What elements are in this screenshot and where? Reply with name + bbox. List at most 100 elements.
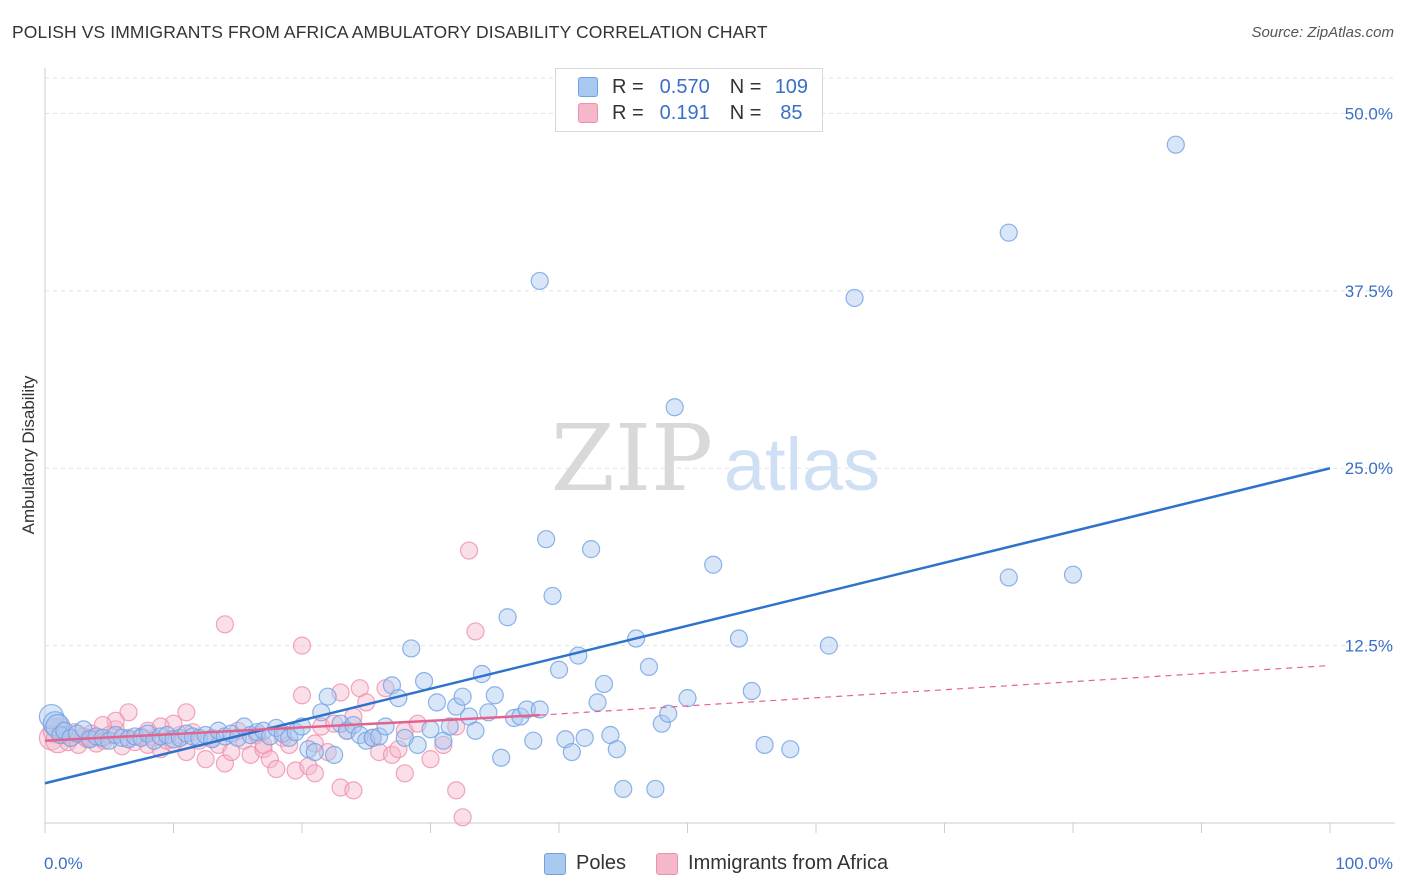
point-poles bbox=[999, 568, 1018, 587]
point-africa bbox=[434, 735, 453, 755]
trend-line-africa-projected bbox=[539, 664, 1331, 716]
points-layer bbox=[38, 135, 1185, 827]
point-africa bbox=[421, 750, 440, 769]
point-poles bbox=[376, 717, 395, 736]
point-poles bbox=[530, 700, 549, 719]
point-africa bbox=[292, 686, 312, 705]
watermark-zip: ZIP bbox=[551, 405, 713, 512]
point-poles bbox=[530, 271, 549, 291]
legend-r-value: 0.191 bbox=[659, 101, 710, 124]
point-poles bbox=[614, 779, 633, 799]
point-poles bbox=[646, 779, 665, 799]
point-africa bbox=[344, 781, 363, 800]
point-africa bbox=[459, 541, 479, 560]
point-poles bbox=[466, 721, 485, 740]
point-poles bbox=[370, 727, 389, 746]
point-africa bbox=[395, 764, 414, 783]
point-poles bbox=[524, 731, 543, 750]
y-tick-label: 37.5% bbox=[1345, 282, 1393, 301]
point-poles bbox=[582, 540, 601, 559]
point-poles bbox=[781, 740, 800, 759]
point-poles bbox=[543, 586, 562, 606]
trend-line-africa bbox=[44, 713, 540, 742]
trend-lines bbox=[44, 467, 1331, 785]
point-poles bbox=[678, 689, 697, 708]
point-poles bbox=[999, 223, 1018, 242]
point-poles bbox=[318, 687, 337, 706]
y-tick-label: 12.5% bbox=[1345, 637, 1393, 656]
point-africa bbox=[292, 636, 312, 655]
point-poles bbox=[325, 745, 344, 764]
legend-row-poles: R = 0.570 N = 109 bbox=[578, 75, 813, 99]
point-poles bbox=[427, 693, 447, 712]
legend-r-label: R = bbox=[612, 75, 644, 98]
legend-n-value: 109 bbox=[774, 75, 809, 98]
point-africa bbox=[466, 622, 485, 641]
point-africa bbox=[119, 703, 138, 722]
legend-label-poles: Poles bbox=[576, 852, 627, 874]
point-africa bbox=[215, 615, 234, 634]
legend-swatch-africa bbox=[656, 852, 679, 875]
y-tick-label: 25.0% bbox=[1345, 459, 1393, 478]
point-poles bbox=[594, 674, 614, 694]
point-poles bbox=[588, 693, 607, 712]
point-africa bbox=[267, 759, 286, 779]
watermark-atlas: atlas bbox=[724, 423, 880, 506]
x-tick-label: 100.0% bbox=[1335, 854, 1393, 873]
point-poles bbox=[575, 728, 594, 747]
legend-item-poles: Poles bbox=[544, 852, 626, 875]
y-axis-label: Ambulatory Disability bbox=[19, 375, 38, 534]
point-poles bbox=[729, 629, 749, 648]
point-poles bbox=[447, 697, 466, 716]
point-poles bbox=[440, 717, 459, 736]
point-africa bbox=[305, 764, 324, 783]
point-poles bbox=[414, 671, 434, 691]
point-poles bbox=[704, 555, 723, 574]
legend-row-africa: R = 0.191 N = 85 bbox=[578, 101, 813, 125]
source-label: Source: ZipAtlas.com bbox=[1251, 24, 1394, 41]
x-tick-label: 0.0% bbox=[44, 854, 83, 873]
point-poles bbox=[1063, 565, 1083, 584]
point-africa bbox=[389, 740, 408, 759]
point-poles bbox=[305, 742, 324, 762]
point-poles bbox=[402, 639, 421, 658]
point-africa bbox=[93, 715, 112, 735]
point-africa bbox=[196, 750, 215, 769]
point-poles bbox=[607, 740, 626, 759]
legend-label-africa: Immigrants from Africa bbox=[688, 852, 889, 874]
tick-labels: 12.5% 25.0% 37.5% 50.0% 0.0% 100.0% bbox=[44, 104, 1393, 873]
point-poles bbox=[845, 288, 864, 308]
point-poles bbox=[517, 700, 536, 719]
point-poles bbox=[665, 398, 684, 417]
axes bbox=[44, 68, 1395, 833]
point-poles bbox=[537, 530, 556, 549]
point-poles bbox=[659, 704, 678, 723]
point-poles bbox=[549, 660, 569, 679]
point-africa bbox=[453, 808, 472, 827]
point-poles bbox=[819, 636, 838, 655]
point-poles bbox=[363, 728, 382, 747]
legend-n-value: 85 bbox=[780, 101, 803, 124]
series-legend: Poles Immigrants from Africa bbox=[544, 852, 918, 875]
point-poles bbox=[453, 687, 472, 706]
point-poles bbox=[492, 748, 511, 767]
point-poles bbox=[485, 686, 504, 705]
legend-r-value: 0.570 bbox=[659, 75, 710, 98]
point-poles bbox=[652, 714, 671, 733]
legend-item-africa: Immigrants from Africa bbox=[656, 852, 888, 875]
legend-swatch-africa bbox=[578, 103, 598, 123]
legend-swatch-poles bbox=[578, 77, 598, 97]
chart-title: POLISH VS IMMIGRANTS FROM AFRICA AMBULAT… bbox=[12, 22, 768, 42]
point-poles bbox=[742, 681, 761, 701]
legend-n-label: N = bbox=[729, 75, 762, 98]
legend-r-label: R = bbox=[612, 101, 644, 124]
point-africa bbox=[215, 754, 234, 773]
point-poles bbox=[408, 735, 427, 755]
point-poles bbox=[498, 608, 517, 627]
y-tick-label: 50.0% bbox=[1345, 104, 1393, 123]
point-poles bbox=[639, 657, 659, 677]
point-africa bbox=[177, 703, 196, 722]
legend-n-label: N = bbox=[729, 101, 762, 124]
stats-legend: R = 0.570 N = 109 R = 0.191 N = 85 bbox=[555, 68, 823, 132]
